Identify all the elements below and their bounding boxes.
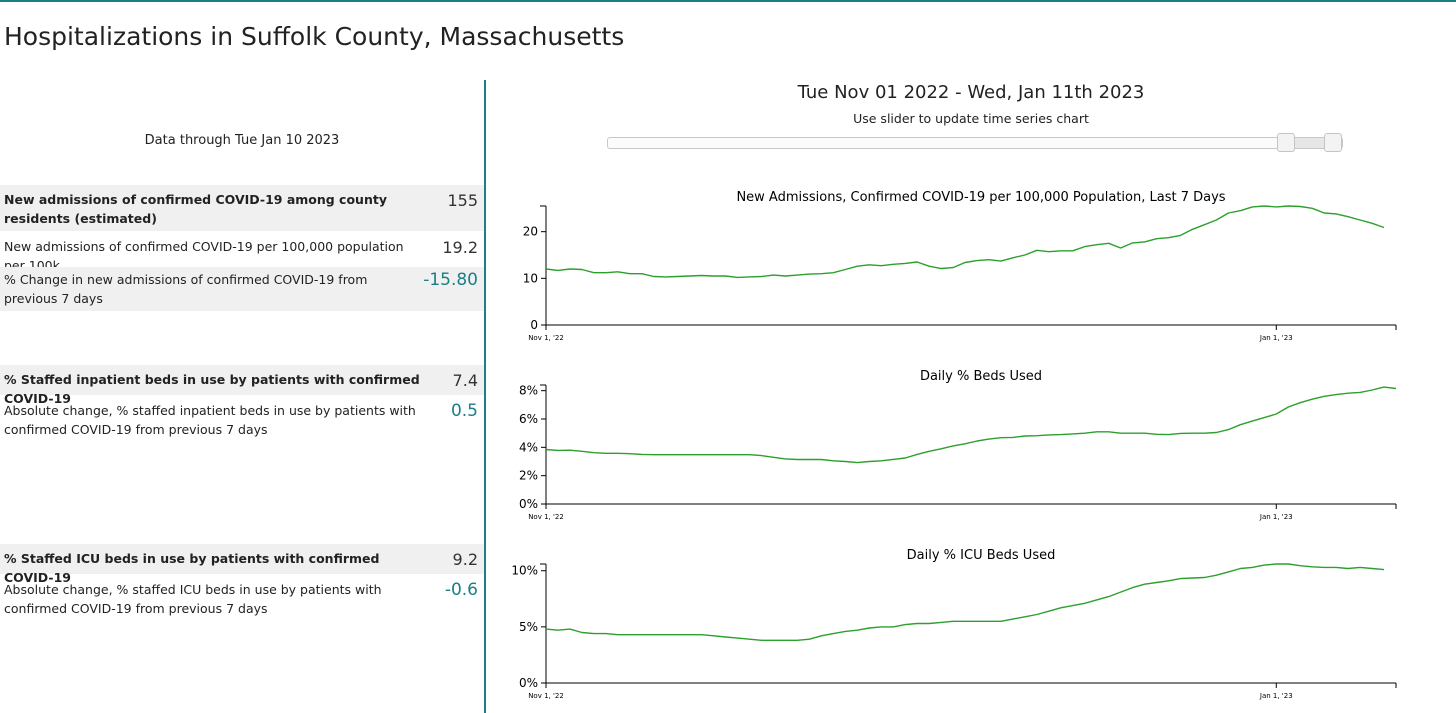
metric-row-new-admissions: New admissions of confirmed COVID-19 amo…: [0, 185, 484, 231]
metric-value: 19.2: [442, 238, 478, 257]
metric-label: % Staffed inpatient beds in use by patie…: [4, 372, 420, 406]
y-tick-label: 2%: [519, 469, 538, 483]
y-tick-label: 4%: [519, 440, 538, 454]
metric-label: New admissions of confirmed COVID-19 amo…: [4, 192, 387, 226]
chart-title: Daily % ICU Beds Used: [907, 548, 1056, 563]
series-line: [545, 563, 1385, 641]
date-range-slider-selection[interactable]: [1287, 138, 1333, 148]
metric-value: 9.2: [452, 550, 478, 569]
panel-divider: [484, 80, 486, 713]
date-range-slider-track[interactable]: [607, 137, 1343, 149]
metric-value: 7.4: [452, 371, 478, 390]
slider-end-handle[interactable]: [1324, 133, 1342, 152]
y-tick-label: 10: [523, 271, 538, 285]
metric-row-inpatient-beds-change: Absolute change, % staffed inpatient bed…: [0, 401, 484, 443]
x-tick-label: Jan 1, '23: [1259, 513, 1293, 521]
icu-beds-used-chart: Daily % ICU Beds Used 0% 5% 10% Nov 1, '22 Ja…: [511, 548, 1397, 700]
metric-row-icu-beds: % Staffed ICU beds in use by patients wi…: [0, 544, 484, 585]
data-through-date: Data through Tue Jan 10 2023: [144, 133, 340, 148]
y-tick-label: 10%: [511, 564, 538, 578]
metric-label: % Staffed ICU beds in use by patients wi…: [4, 551, 380, 585]
metric-label: Absolute change, % staffed ICU beds in u…: [4, 582, 382, 616]
y-tick-label: 5%: [519, 620, 538, 634]
x-tick-label: Jan 1, '23: [1259, 334, 1293, 342]
x-tick-label: Nov 1, '22: [528, 692, 564, 700]
y-tick-label: 6%: [519, 412, 538, 426]
x-tick-label: Jan 1, '23: [1259, 692, 1293, 700]
new-admissions-chart: New Admissions, Confirmed COVID-19 per 1…: [523, 190, 1397, 342]
page-title: Hospitalizations in Suffolk County, Mass…: [4, 22, 625, 51]
metric-value: -0.6: [444, 580, 478, 600]
y-tick-label: 20: [523, 225, 538, 239]
beds-used-chart: Daily % Beds Used 0% 2% 4% 6% 8% Nov 1, '22 Jan…: [519, 369, 1397, 521]
y-tick-label: 0: [530, 318, 538, 332]
series-line: [545, 386, 1397, 464]
metric-value: 155: [447, 191, 478, 210]
date-range-title: Tue Nov 01 2022 - Wed, Jan 11th 2023: [797, 82, 1145, 103]
metric-label: % Change in new admissions of confirmed …: [4, 272, 368, 306]
metric-value: -15.80: [423, 270, 478, 290]
x-tick-label: Nov 1, '22: [528, 334, 564, 342]
metric-row-inpatient-beds: % Staffed inpatient beds in use by patie…: [0, 365, 484, 406]
slider-start-handle[interactable]: [1277, 133, 1295, 152]
chart-title: New Admissions, Confirmed COVID-19 per 1…: [736, 190, 1225, 205]
top-accent-rule: [0, 0, 1456, 2]
y-tick-label: 0%: [519, 676, 538, 690]
metric-row-icu-beds-change: Absolute change, % staffed ICU beds in u…: [0, 580, 484, 622]
metric-value: 0.5: [450, 401, 478, 421]
metric-row-admissions-change: % Change in new admissions of confirmed …: [0, 267, 484, 311]
y-tick-label: 8%: [519, 384, 538, 398]
x-tick-label: Nov 1, '22: [528, 513, 564, 521]
slider-hint: Use slider to update time series chart: [853, 111, 1089, 126]
y-tick-label: 0%: [519, 497, 538, 511]
metric-label: Absolute change, % staffed inpatient bed…: [4, 403, 416, 437]
series-line: [545, 205, 1385, 279]
chart-title: Daily % Beds Used: [920, 369, 1042, 384]
